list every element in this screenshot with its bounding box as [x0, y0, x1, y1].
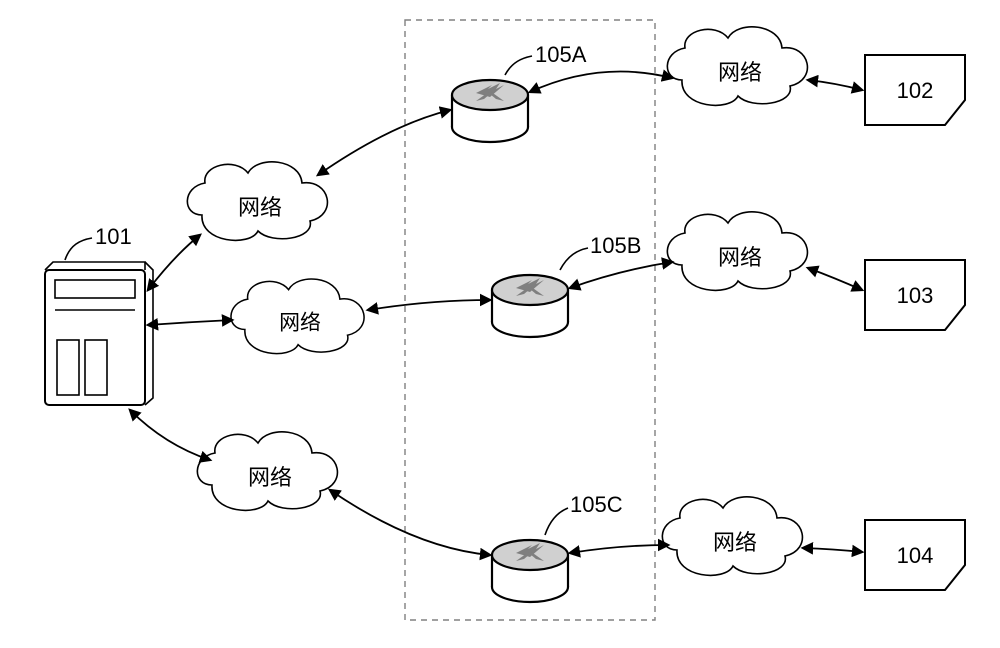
connection-arrow: [330, 490, 490, 555]
router-a-icon: [452, 80, 528, 142]
cloud-c6: 网络: [662, 497, 802, 576]
router-a-ref: 105A: [535, 42, 587, 67]
connection-arrow: [808, 80, 862, 90]
router-c-ref: 105C: [570, 492, 623, 517]
diagram-canvas: 101 网络 网络 网络 网络 网络 网络 105A: [0, 0, 1000, 648]
connection-arrow: [318, 110, 450, 175]
cloud-c1: 网络: [187, 162, 327, 241]
connection-arrow: [368, 300, 490, 310]
cloud-label: 网络: [248, 465, 292, 490]
connection-arrow: [808, 268, 862, 290]
connection-arrow: [148, 320, 232, 325]
site-103-ref: 103: [897, 283, 934, 308]
router-c-icon: [492, 540, 568, 602]
cloud-label: 网络: [238, 195, 282, 220]
connection-arrow: [130, 410, 210, 460]
cloud-label: 网络: [718, 245, 762, 270]
cloud-c4: 网络: [667, 27, 807, 106]
connection-arrow: [530, 72, 672, 92]
connection-arrow: [148, 235, 200, 290]
server-icon: [45, 262, 153, 405]
cloud-c5: 网络: [667, 212, 807, 291]
cloud-label: 网络: [718, 60, 762, 85]
cloud-c2: 网络: [231, 279, 364, 354]
connection-arrow: [570, 545, 668, 553]
site-104: 104: [865, 520, 965, 590]
site-102: 102: [865, 55, 965, 125]
site-104-ref: 104: [897, 543, 934, 568]
router-b-icon: [492, 275, 568, 337]
cloud-label: 网络: [713, 530, 757, 555]
cloud-c3: 网络: [197, 432, 337, 511]
server-ref: 101: [95, 224, 132, 249]
connection-arrow: [570, 262, 672, 288]
connection-arrow: [803, 548, 862, 552]
site-102-ref: 102: [897, 78, 934, 103]
router-b-ref: 105B: [590, 233, 641, 258]
cloud-label: 网络: [279, 311, 321, 334]
site-103: 103: [865, 260, 965, 330]
